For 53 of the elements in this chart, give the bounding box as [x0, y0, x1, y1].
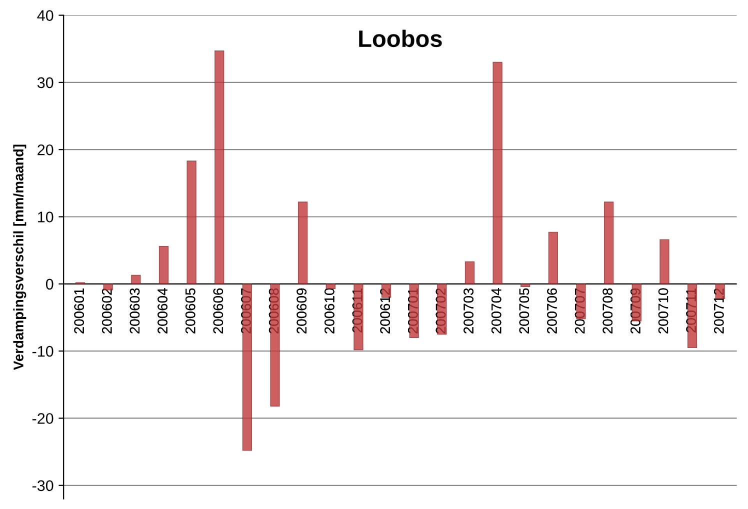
bar [520, 284, 530, 287]
bar [604, 202, 614, 284]
bar [186, 160, 196, 284]
y-tick-label: -30 [32, 480, 54, 492]
bar [409, 284, 419, 338]
x-tick-label: 200708 [602, 288, 613, 334]
x-tick-label: 200603 [130, 288, 140, 334]
bar [326, 284, 336, 289]
bar [298, 202, 308, 284]
bar [548, 232, 558, 284]
x-tick-label: 200709 [630, 288, 640, 334]
x-tick-label: 200704 [491, 288, 502, 334]
bar [242, 284, 252, 451]
bar [437, 284, 447, 335]
y-tick-label: 20 [38, 144, 54, 156]
bar [492, 62, 502, 284]
bar [270, 284, 280, 406]
x-tick-label: 200712 [714, 288, 724, 334]
x-tick-label: 200609 [296, 288, 307, 334]
bar [158, 246, 169, 284]
bar [660, 239, 670, 284]
y-tick-label: 30 [37, 77, 54, 88]
x-tick-label: 200710 [658, 288, 668, 334]
x-tick-label: 200610 [324, 288, 334, 334]
x-tick-label: 200706 [547, 288, 557, 334]
y-tick-label: -20 [32, 413, 54, 424]
bar [214, 50, 224, 284]
bar [687, 284, 698, 348]
x-tick-label: 200606 [213, 288, 224, 334]
x-tick-label: 200702 [436, 288, 446, 334]
x-tick-label: 200601 [74, 288, 84, 334]
x-tick-label: 200711 [686, 288, 696, 332]
x-tick-label: 200607 [241, 288, 251, 334]
y-tick-label: 10 [38, 212, 54, 222]
x-tick-label: 200707 [574, 288, 585, 334]
x-tick-label: 200602 [102, 288, 112, 334]
x-tick-label: 200612 [380, 288, 390, 334]
y-tick-label: 0 [46, 278, 54, 290]
x-tick-label: 200608 [268, 288, 279, 334]
x-tick-label: 200611 [352, 288, 362, 332]
y-axis-title: Verdampingsverschil [mm/maand] [13, 144, 26, 370]
x-tick-label: 200703 [464, 288, 474, 334]
bar [354, 284, 364, 350]
chart-title: Loobos [359, 30, 442, 48]
y-tick-label: 40 [37, 10, 54, 21]
x-tick-label: 200605 [185, 288, 196, 334]
bar [464, 261, 475, 284]
y-tick-label: -10 [32, 346, 54, 357]
x-tick-label: 200705 [519, 288, 530, 334]
x-tick-label: 200701 [408, 288, 418, 334]
bar [131, 274, 141, 284]
x-tick-label: 200604 [158, 288, 168, 334]
bar [103, 284, 113, 290]
